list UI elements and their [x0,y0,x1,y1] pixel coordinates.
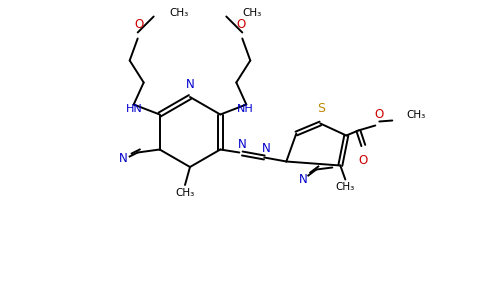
Text: O: O [134,19,143,32]
Text: CH₃: CH₃ [336,182,355,193]
Text: CH₃: CH₃ [406,110,425,121]
Text: O: O [359,154,368,166]
Text: NH: NH [237,104,254,115]
Text: N: N [186,78,195,91]
Text: CH₃: CH₃ [175,188,195,198]
Text: O: O [237,19,246,32]
Text: N: N [299,173,308,186]
Text: CH₃: CH₃ [242,8,261,17]
Text: N: N [262,142,271,154]
Text: N: N [120,152,128,165]
Text: N: N [238,137,247,151]
Text: S: S [318,103,325,116]
Text: CH₃: CH₃ [170,8,189,17]
Text: O: O [375,109,384,122]
Text: HN: HN [126,104,143,115]
